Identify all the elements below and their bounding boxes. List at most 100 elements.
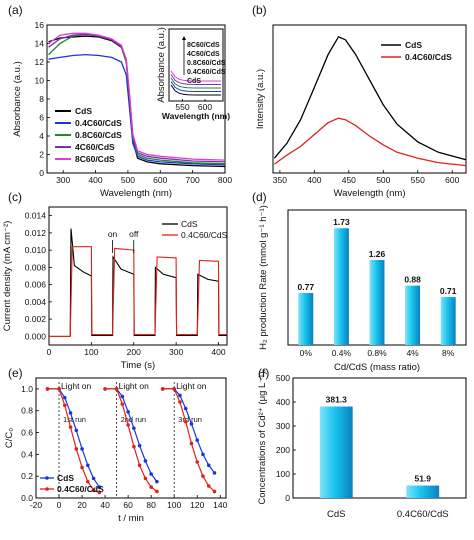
panel-f-ytick-label: 400: [276, 397, 290, 407]
panel-e-xtick-label: 120: [190, 500, 204, 510]
panel-b-xtick-label: 400: [307, 175, 321, 185]
panel-e-xtick-label: -20: [30, 500, 43, 510]
panel-a-inset-series-1: [170, 74, 221, 85]
panel-b-ylabel: Intensity (a.u.): [255, 69, 266, 129]
panel-c-xtick-label: 400: [211, 347, 225, 357]
panel-f-ytick-label: 100: [276, 469, 290, 479]
panel-a-label: (a): [8, 3, 23, 17]
panel-b-xlabel: Wavelength (nm): [334, 188, 406, 199]
panel-e-xtick-label: 80: [146, 500, 156, 510]
panel-e-point: [155, 479, 159, 484]
panel-f-label: (f): [258, 366, 269, 380]
panel-e-point: [114, 387, 119, 391]
panel-c-series-1: [49, 246, 227, 337]
panel-d-category-label: 0.4%: [332, 348, 352, 358]
panel-c-xlabel: Time (s): [121, 360, 155, 371]
panel-f-category-label: 0.4C60/CdS: [397, 509, 449, 520]
panel-a-ytick-label: 8: [39, 94, 44, 104]
panel-e-point: [91, 476, 96, 481]
panel-c-legend-label: 0.4C60/CdS: [181, 230, 228, 240]
panel-e-light-on-label: Light on: [61, 381, 92, 391]
panel-a-inset-label: 4C60/CdS: [187, 51, 220, 58]
panel-c-frame: [48, 206, 228, 346]
panel-f-ylabel: Concentrations of Cd²⁺ (μg L⁻¹): [257, 371, 268, 504]
panel-e-point: [149, 472, 153, 476]
panel-d-bar-value: 0.77: [298, 282, 315, 292]
panel-a-ytick-label: 2: [39, 150, 44, 160]
panel-e-xtick-label: 140: [213, 500, 227, 510]
panel-a-ytick-label: 6: [39, 113, 44, 123]
panel-e-ytick-label: 0.6: [21, 428, 33, 438]
panel-b-xtick-label: 600: [445, 175, 459, 185]
panel-f-frame: [292, 377, 467, 499]
panel-d-xlabel: Cd/CdS (mass ratio): [334, 362, 420, 373]
panel-e-point: [91, 488, 96, 493]
panel-e-point: [137, 463, 142, 468]
panel-a-ylabel: Absorbance (a.u.): [12, 61, 23, 137]
panel-a-inset-xtick-label: 600: [198, 102, 212, 112]
panel-c-ytick-label: 0.004: [25, 297, 47, 307]
panel-a-inset-label: CdS: [187, 78, 201, 85]
panel-a-ytick-label: 4: [39, 131, 44, 141]
panel-a-inset-series-2: [170, 77, 221, 89]
panel-b-xtick-label: 350: [273, 175, 287, 185]
panel-e-point: [212, 471, 217, 475]
panel-a-inset-series-4: [170, 84, 221, 96]
panel-c-ylabel: Current density (mA cm⁻²): [2, 221, 13, 332]
panel-c-label: (c): [8, 190, 22, 204]
panel-d-bar: [333, 228, 349, 345]
panel-a-inset-series-0: [170, 70, 221, 82]
panel-e-ytick-label: 0.8: [21, 406, 33, 416]
panel-d-bar: [298, 293, 314, 345]
panel-a-ytick-label: 0: [39, 168, 44, 178]
panel-f-ytick-label: 200: [276, 445, 290, 455]
panel-c-ytick-label: 0.014: [25, 211, 47, 221]
panel-e-point: [74, 428, 79, 433]
panel-e-point: [68, 411, 73, 415]
panel-e-xlabel: t / min: [118, 513, 144, 524]
panel-b-xtick-label: 500: [376, 175, 390, 185]
panel-d-category-label: 8%: [442, 348, 455, 358]
panel-d-bar-value: 1.73: [333, 217, 350, 227]
panel-a-inset-arrowhead: [182, 36, 186, 40]
panel-c-ytick-label: 0.010: [25, 245, 47, 255]
panel-a-xtick-label: 500: [121, 175, 135, 185]
panel-e-point: [201, 452, 205, 457]
panel-d-bar: [369, 259, 385, 345]
panel-a-inset-label: 8C60/CdS: [187, 42, 220, 49]
panel-a-xtick-label: 700: [186, 175, 200, 185]
panel-e-point: [57, 387, 61, 391]
panel-e-legend-marker: [45, 487, 49, 491]
panel-c-xtick-label: 200: [127, 347, 141, 357]
panel-a-legend-label: 8C60/CdS: [75, 154, 115, 164]
panel-e-point: [183, 406, 188, 411]
panel-c-annotation-off: off: [129, 229, 139, 239]
panel-e-ytick-label: 0.0: [21, 493, 33, 503]
panel-e-point: [183, 419, 188, 424]
panel-a-inset-ylabel: Absorbance (a.u.): [156, 27, 167, 103]
panel-c-series-0: [49, 228, 227, 337]
panel-c-xtick-label: 300: [169, 347, 183, 357]
panel-e-point: [80, 465, 84, 470]
panel-e-point: [195, 460, 200, 464]
panel-e-point: [120, 394, 125, 399]
panel-e-point: [160, 387, 165, 391]
panel-b-label: (b): [252, 3, 267, 17]
panel-a-ytick-label: 12: [35, 57, 45, 67]
panel-f-bar-value: 381.3: [326, 394, 348, 404]
panel-f-ytick-label: 500: [276, 373, 290, 383]
panel-b-xtick-label: 550: [411, 175, 425, 185]
panel-a-series-4: [48, 32, 226, 161]
panel-e-light-on-label: Light on: [176, 381, 207, 391]
panel-e-point: [143, 476, 148, 481]
panel-e-point: [155, 489, 159, 494]
panel-c-legend-label: CdS: [181, 219, 198, 229]
panel-e-light-on-label: Light on: [119, 381, 150, 391]
panel-f-bar: [406, 485, 440, 498]
panel-e-point: [80, 447, 84, 451]
panel-d-bar-value: 0.71: [440, 286, 457, 296]
panel-b-legend-label: CdS: [405, 40, 422, 50]
panel-a-legend-label: CdS: [75, 106, 92, 116]
panel-e-label: (e): [8, 366, 23, 380]
